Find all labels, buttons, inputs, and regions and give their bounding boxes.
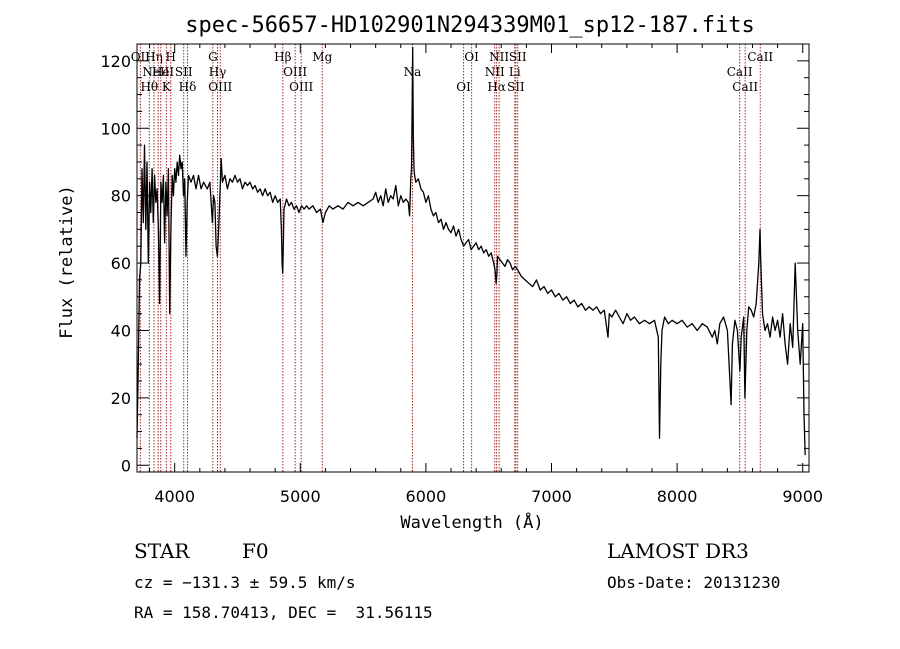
spectral-line-label-26: CaII [732, 80, 758, 94]
spectral-line-label-25: CaII [727, 65, 753, 79]
y-tick-label-3: 60 [111, 254, 131, 273]
spectral-line-label-7: SII [175, 65, 193, 79]
x-tick-label-0: 4000 [154, 487, 195, 506]
spectral-line-label-21: NII [489, 50, 509, 64]
object-class: STAR [134, 539, 190, 563]
spectral-line-label-6: H [166, 50, 176, 64]
y-tick-label-2: 40 [111, 321, 131, 340]
survey-name: LAMOST DR3 [607, 539, 749, 563]
y-tick-label-1: 20 [111, 389, 131, 408]
plot-frame [136, 43, 810, 473]
spectrum-series [136, 46, 806, 456]
redshift-velocity: cz = −131.3 ± 59.5 km/s [134, 573, 356, 592]
y-tick-label-4: 80 [111, 187, 131, 206]
spectral-line-label-11: OIII [208, 80, 232, 94]
spectral-line-label-13: OIII [283, 65, 307, 79]
x-tick-label-2: 6000 [406, 487, 447, 506]
spectral-line-label-20: Hα [487, 80, 506, 94]
spectral-line-label-12: Hβ [274, 50, 291, 64]
y-tick-label-6: 120 [100, 52, 131, 71]
x-tick-label-3: 7000 [531, 487, 572, 506]
y-axis-label: Flux (relative) [57, 185, 77, 339]
spectrum-plot: spec-56657-HD102901N294339M01_sp12-187.f… [57, 13, 823, 533]
spectral-line-label-14: OIII [289, 80, 313, 94]
spectral-line-label-2: Hη [145, 50, 163, 64]
spectral-line-label-4: He [152, 65, 170, 79]
spectral-line-label-27: CaII [747, 50, 773, 64]
object-subclass: F0 [242, 539, 269, 563]
axes: 4000 5000 6000 7000 8000 9000 0 20 40 60 80 100 120 [100, 43, 823, 506]
spectral-line-label-5: K [162, 80, 172, 94]
spectral-line-label-15: Mg [312, 50, 332, 64]
spectral-line-label-17: OI [456, 80, 471, 94]
x-tick-label-5: 9000 [782, 487, 823, 506]
spectral-line-label-24: SII [509, 50, 527, 64]
y-tick-label-0: 0 [121, 456, 131, 475]
x-axis-label: Wavelength (Å) [400, 511, 543, 533]
spectral-line-label-1: Hθ [140, 80, 158, 94]
observation-date: Obs-Date: 20131230 [607, 573, 781, 592]
spectral-line-label-18: OI [464, 50, 479, 64]
y-tick-label-5: 100 [100, 119, 131, 138]
spectral-line-label-8: Hδ [179, 80, 197, 94]
spectral-line-label-22: Li [509, 65, 521, 79]
coordinates: RA = 158.70413, DEC = 31.56115 [134, 603, 433, 622]
x-tick-label-1: 5000 [280, 487, 321, 506]
spectrum-line [136, 46, 806, 456]
spectral-line-label-9: G [208, 50, 218, 64]
spectral-line-label-19: NII [485, 65, 505, 79]
spectral-line-markers: OIIHθHηNeIIIHeKHSIIHδGHγOIIIHβOIIIOIIIMg… [131, 44, 773, 472]
spectral-line-label-23: SII [507, 80, 525, 94]
spectral-line-label-10: Hγ [209, 65, 227, 79]
x-tick-label-4: 8000 [657, 487, 698, 506]
chart-title: spec-56657-HD102901N294339M01_sp12-187.f… [185, 13, 755, 38]
